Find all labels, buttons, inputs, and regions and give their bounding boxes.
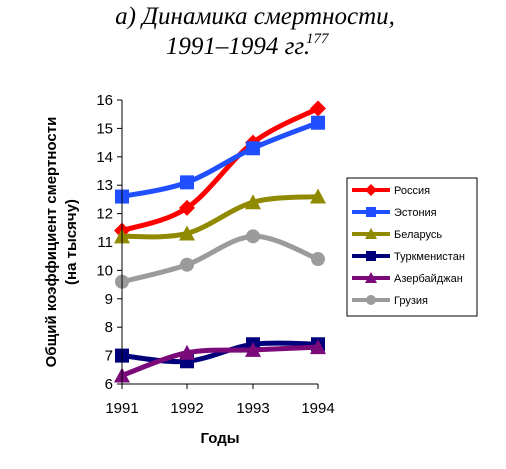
- legend-item-4: Туркменистан: [352, 251, 465, 263]
- legend-item-4-marker: [366, 251, 376, 261]
- series-4-line: [119, 340, 321, 365]
- legend-item-6-marker: [366, 295, 376, 305]
- legend-item-2-marker: [366, 207, 376, 217]
- y-tick-label: 7: [105, 348, 113, 365]
- series-1-line: [119, 106, 321, 234]
- x-tick-label: 1991: [105, 400, 138, 417]
- legend-item-6: Грузия: [352, 295, 428, 307]
- legend-item-5-marker: [365, 272, 377, 283]
- legend-item-3-label: Беларусь: [394, 229, 442, 241]
- y-tick-label: 16: [96, 92, 113, 109]
- x-tick-label: 1993: [236, 400, 269, 417]
- y-tick-label: 9: [105, 291, 113, 308]
- series-3-line: [119, 194, 321, 240]
- y-tick-label: 6: [105, 376, 113, 393]
- x-tick-label: 1992: [170, 400, 203, 417]
- legend-item-1-label: Россия: [394, 185, 430, 197]
- legend-item-1: Россия: [352, 184, 430, 197]
- legend-item-2: Эстония: [352, 207, 437, 219]
- series-2-point: [311, 115, 325, 130]
- y-tick-label: 15: [96, 120, 113, 137]
- series-5-line: [119, 344, 321, 378]
- y-axis-ticks: 6 7 8 9 10 11 12 13 14 15 16: [96, 92, 122, 393]
- series-6-point: [246, 229, 260, 244]
- y-tick-label: 10: [96, 262, 113, 279]
- y-tick-label: 13: [96, 177, 113, 194]
- series-6: [115, 229, 325, 289]
- series-2-point: [246, 141, 260, 156]
- y-tick-label: 12: [96, 206, 113, 223]
- series-5-point: [245, 341, 261, 357]
- legend-item-1-marker: [365, 184, 377, 196]
- x-axis-ticks: 1991 1992 1993 1994: [105, 384, 335, 417]
- series-3-point: [310, 188, 326, 204]
- chart-title-line-2: 1991–1994 гг.: [166, 33, 310, 60]
- series-2-point: [180, 175, 194, 190]
- legend-item-2-label: Эстония: [394, 207, 437, 219]
- y-axis-title-line-2: (на тысячу): [63, 199, 80, 285]
- series-2-line: [119, 120, 321, 200]
- chart-title-footnote: 177: [306, 31, 330, 47]
- y-axis-title: Общий коэффициент смертности (на тысячу): [43, 117, 80, 368]
- series-2: [115, 115, 325, 204]
- series-3-point: [245, 194, 261, 210]
- legend-item-5: Азербайджан: [352, 272, 463, 285]
- series-5: [114, 339, 326, 383]
- legend: Россия Эстония Беларусь Туркменистан Азербай…: [346, 177, 478, 317]
- series-6-line: [119, 233, 321, 285]
- x-tick-label: 1994: [301, 400, 334, 417]
- legend-item-3-marker: [365, 228, 377, 239]
- series-1-point: [179, 199, 195, 216]
- series-6-point: [311, 252, 325, 267]
- y-tick-label: 8: [105, 319, 113, 336]
- chart-title-line-1: а) Динамика смертности,: [115, 3, 395, 30]
- series-layer: [114, 100, 326, 383]
- series-5-point: [179, 344, 195, 360]
- series-3: [114, 188, 326, 244]
- y-tick-label: 14: [96, 149, 113, 166]
- series-3-point: [179, 225, 195, 241]
- y-tick-label: 11: [97, 234, 113, 251]
- legend-item-3: Беларусь: [352, 228, 442, 241]
- y-axis-title-line-1: Общий коэффициент смертности: [43, 117, 60, 368]
- legend-item-4-label: Туркменистан: [394, 251, 465, 263]
- legend-box: [346, 177, 478, 317]
- legend-item-6-label: Грузия: [394, 295, 428, 307]
- x-axis-title: Годы: [200, 430, 239, 447]
- series-1-point: [310, 100, 326, 117]
- legend-item-5-label: Азербайджан: [394, 273, 463, 285]
- series-6-point: [180, 257, 194, 272]
- series-5-point: [310, 339, 326, 355]
